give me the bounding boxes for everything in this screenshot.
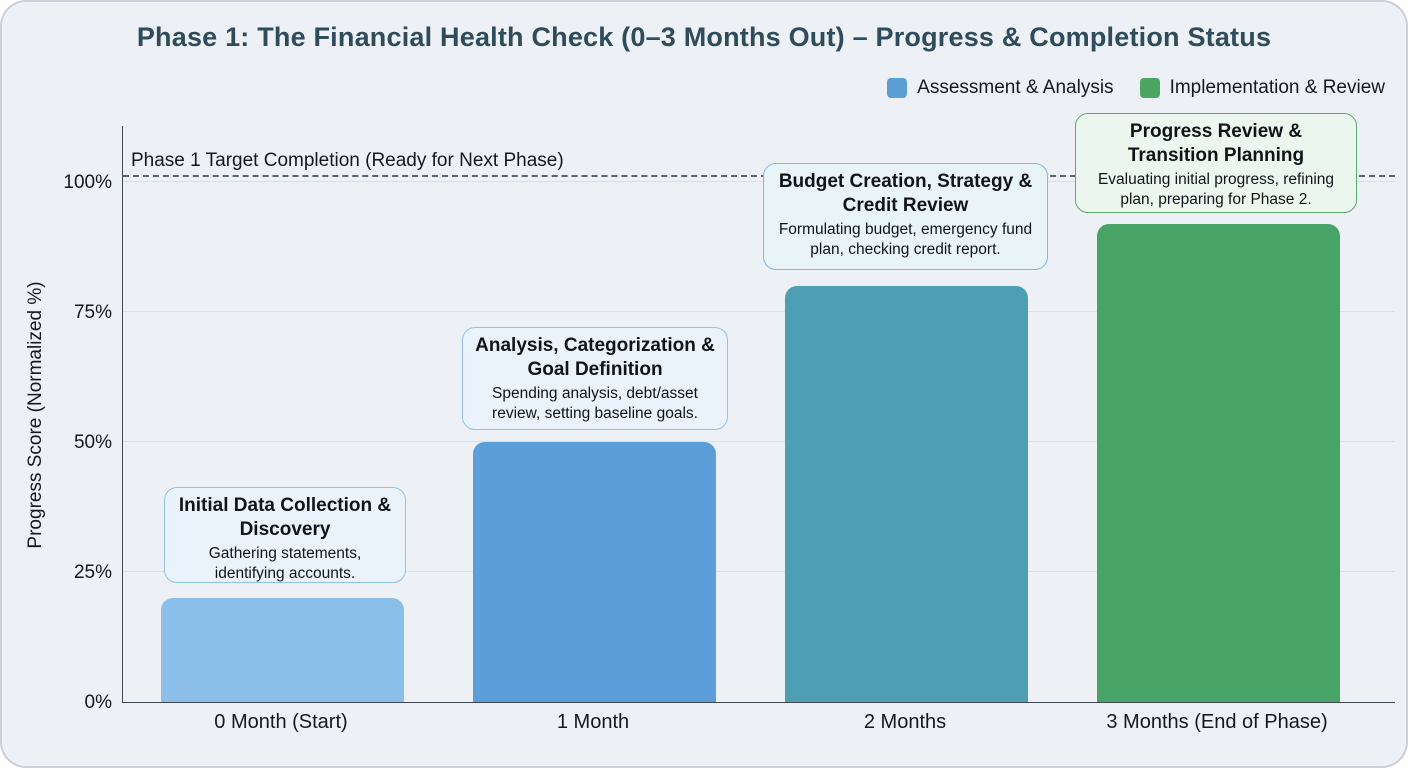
y-tick-label-0: 0% bbox=[84, 692, 112, 713]
legend: Assessment & Analysis Implementation & R… bbox=[887, 74, 1385, 102]
bar-1-month bbox=[473, 442, 716, 702]
bar-3-months bbox=[1097, 223, 1340, 702]
gridline-25 bbox=[123, 571, 1395, 572]
annotation-title: Progress Review & Transition Planning bbox=[1127, 121, 1305, 166]
annotation-card-progress-review: Progress Review & Transition Planning Ev… bbox=[1075, 113, 1357, 213]
legend-swatch-green-icon bbox=[1139, 78, 1160, 98]
annotation-title: Budget Creation, Strategy & Credit Revie… bbox=[778, 171, 1033, 216]
y-tick-label-75: 75% bbox=[73, 302, 112, 323]
annotation-body: Formulating budget, emergency fund plan,… bbox=[778, 221, 1033, 258]
x-tick-label-1: 1 Month bbox=[556, 711, 630, 733]
annotation-body: Gathering statements, identifying accoun… bbox=[208, 545, 362, 582]
bar-2-months bbox=[785, 286, 1028, 702]
y-tick-label-100: 100% bbox=[63, 172, 112, 193]
legend-item-assessment: Assessment & Analysis bbox=[887, 77, 1114, 99]
legend-label: Implementation & Review bbox=[1169, 77, 1385, 98]
y-tick-label-50: 50% bbox=[73, 432, 112, 453]
legend-swatch-blue-icon bbox=[887, 78, 908, 98]
annotation-body: Evaluating initial progress, refining pl… bbox=[1097, 171, 1335, 208]
annotation-card-budget: Budget Creation, Strategy & Credit Revie… bbox=[763, 163, 1048, 270]
page-title: Phase 1: The Financial Health Check (0–3… bbox=[136, 22, 1272, 52]
annotation-card-analysis: Analysis, Categorization & Goal Definiti… bbox=[462, 327, 728, 430]
plot-area bbox=[122, 126, 1395, 703]
x-tick-label-0: 0 Month (Start) bbox=[214, 711, 348, 733]
x-tick-label-2: 2 Months bbox=[863, 711, 947, 733]
annotation-card-initial-data: Initial Data Collection & Discovery Gath… bbox=[164, 487, 406, 583]
target-line-label: Phase 1 Target Completion (Ready for Nex… bbox=[131, 150, 564, 171]
annotation-body: Spending analysis, debt/asset review, se… bbox=[492, 385, 698, 422]
gridline-75 bbox=[123, 311, 1395, 312]
annotation-title: Initial Data Collection & Discovery bbox=[178, 495, 392, 540]
x-tick-label-3: 3 Months (End of Phase) bbox=[1106, 711, 1328, 733]
legend-item-implementation: Implementation & Review bbox=[1139, 77, 1385, 99]
legend-label: Assessment & Analysis bbox=[917, 77, 1114, 98]
target-line bbox=[123, 174, 1395, 177]
annotation-title: Analysis, Categorization & Goal Definiti… bbox=[475, 335, 715, 380]
y-tick-label-25: 25% bbox=[73, 562, 112, 583]
gridline-100 bbox=[123, 181, 1395, 182]
gridline-50 bbox=[123, 441, 1395, 442]
bar-0-month bbox=[161, 598, 404, 702]
